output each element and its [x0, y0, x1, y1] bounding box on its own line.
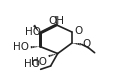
Text: HO: HO — [25, 27, 41, 37]
Text: HO: HO — [24, 59, 40, 69]
Text: OH: OH — [49, 16, 65, 26]
Text: HO: HO — [31, 57, 47, 67]
Polygon shape — [33, 25, 40, 33]
Text: O: O — [83, 39, 91, 49]
Text: HO: HO — [13, 42, 29, 52]
Text: O: O — [74, 26, 83, 36]
